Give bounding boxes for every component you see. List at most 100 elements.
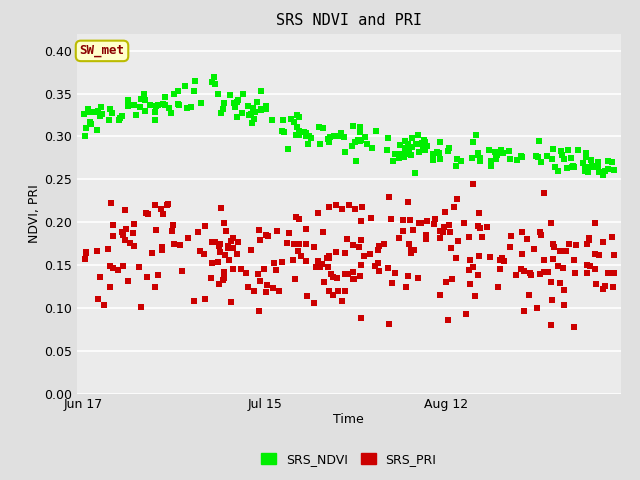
Point: [463, 234, 474, 241]
Point: [301, 129, 311, 137]
Point: [172, 88, 182, 96]
Point: [323, 254, 333, 262]
Point: [120, 236, 130, 244]
Point: [438, 228, 448, 236]
Point: [136, 95, 147, 103]
Point: [447, 275, 457, 283]
Point: [92, 126, 102, 133]
Point: [584, 235, 594, 242]
Point: [80, 132, 90, 140]
Point: [569, 324, 579, 331]
Point: [594, 168, 604, 176]
Point: [108, 232, 118, 240]
Point: [324, 138, 334, 146]
Point: [394, 154, 404, 162]
Point: [413, 274, 423, 282]
Point: [134, 103, 145, 111]
Point: [444, 221, 454, 228]
Point: [230, 103, 240, 111]
Point: [166, 109, 176, 117]
Point: [554, 168, 564, 175]
Point: [451, 254, 461, 262]
Point: [519, 267, 529, 275]
Point: [422, 217, 432, 225]
Point: [129, 101, 139, 109]
Point: [145, 101, 156, 109]
Point: [324, 287, 334, 295]
Point: [294, 113, 305, 121]
Point: [456, 157, 467, 165]
Point: [156, 205, 166, 213]
Point: [267, 116, 277, 124]
Point: [318, 124, 328, 132]
Point: [491, 151, 501, 159]
Point: [453, 238, 463, 245]
Point: [546, 219, 556, 227]
Point: [590, 250, 600, 258]
Point: [306, 134, 316, 142]
Point: [163, 200, 173, 207]
Point: [340, 148, 350, 156]
Point: [129, 229, 139, 237]
Point: [253, 226, 264, 234]
Point: [163, 201, 173, 209]
Point: [360, 133, 371, 141]
Point: [516, 152, 527, 160]
Point: [471, 131, 481, 139]
Point: [609, 166, 619, 174]
Point: [151, 102, 161, 110]
Point: [214, 248, 225, 256]
Point: [108, 109, 118, 117]
Point: [582, 240, 593, 248]
Point: [417, 143, 428, 151]
Point: [271, 266, 281, 274]
Point: [319, 278, 330, 286]
Point: [260, 288, 271, 296]
Point: [356, 217, 366, 225]
Point: [580, 149, 591, 156]
Point: [151, 226, 161, 234]
Point: [340, 249, 351, 257]
Point: [260, 106, 271, 113]
Point: [422, 142, 433, 150]
Point: [443, 316, 453, 324]
Point: [474, 252, 484, 260]
Point: [182, 234, 193, 242]
Point: [554, 279, 564, 287]
Point: [406, 151, 416, 159]
Point: [420, 231, 431, 239]
Text: SW_met: SW_met: [79, 44, 125, 58]
Point: [233, 238, 243, 246]
Point: [548, 255, 558, 263]
Point: [505, 156, 515, 163]
Point: [259, 265, 269, 273]
Point: [108, 264, 118, 272]
Point: [340, 287, 350, 295]
Point: [435, 227, 445, 235]
Point: [435, 235, 445, 242]
Point: [226, 237, 236, 245]
Point: [186, 103, 196, 111]
Point: [608, 283, 618, 291]
Point: [506, 232, 516, 240]
Point: [283, 145, 293, 153]
Point: [190, 77, 200, 85]
Point: [566, 163, 577, 170]
Point: [294, 215, 305, 223]
Point: [237, 91, 248, 98]
Point: [289, 276, 300, 283]
Point: [469, 292, 479, 300]
Point: [95, 112, 105, 120]
Point: [531, 152, 541, 159]
Point: [490, 148, 500, 156]
Point: [237, 109, 247, 117]
Point: [92, 247, 102, 255]
Point: [276, 128, 287, 135]
Point: [79, 255, 90, 263]
Point: [443, 147, 453, 155]
Point: [328, 132, 339, 140]
Point: [105, 263, 115, 270]
Point: [158, 210, 168, 218]
Point: [245, 246, 255, 254]
Point: [331, 201, 341, 209]
